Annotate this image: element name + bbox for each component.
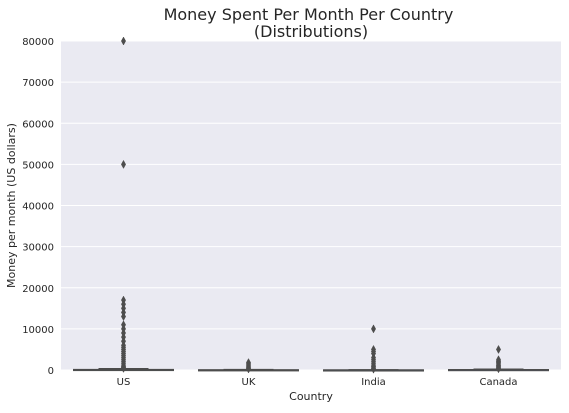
chart-title-line-2: (Distributions) xyxy=(254,22,368,41)
y-tick-label: 80000 xyxy=(22,37,54,48)
x-tick-label: Canada xyxy=(479,377,517,388)
x-axis-ticks: US UK India Canada xyxy=(117,377,518,388)
y-tick-label: 70000 xyxy=(22,78,54,89)
outlier-point xyxy=(371,364,376,374)
y-tick-label: 0 xyxy=(48,366,54,377)
y-axis-ticks: 0 10000 20000 30000 40000 50000 60000 70000 8000… xyxy=(22,37,54,377)
y-tick-label: 20000 xyxy=(22,284,54,295)
outlier-points xyxy=(121,36,501,374)
outlier-point xyxy=(121,363,126,373)
y-tick-label: 10000 xyxy=(22,325,54,336)
outlier-point xyxy=(246,364,251,374)
x-tick-label: UK xyxy=(242,377,256,388)
x-tick-label: India xyxy=(361,377,386,388)
x-axis-label: Country xyxy=(289,390,333,403)
outlier-point xyxy=(121,36,126,46)
y-tick-label: 60000 xyxy=(22,119,54,130)
y-axis-label: Money per month (US dollars) xyxy=(5,123,18,288)
y-tick-label: 30000 xyxy=(22,243,54,254)
outlier-point xyxy=(121,159,126,169)
outlier-point xyxy=(496,344,501,354)
chart-title-line-1: Money Spent Per Month Per Country xyxy=(164,5,454,24)
y-tick-label: 40000 xyxy=(22,202,54,213)
x-tick-label: US xyxy=(117,377,131,388)
chart-title: Money Spent Per Month Per Country (Distr… xyxy=(164,5,459,41)
outlier-point xyxy=(496,364,501,374)
outlier-point xyxy=(371,324,376,334)
y-tick-label: 50000 xyxy=(22,160,54,171)
